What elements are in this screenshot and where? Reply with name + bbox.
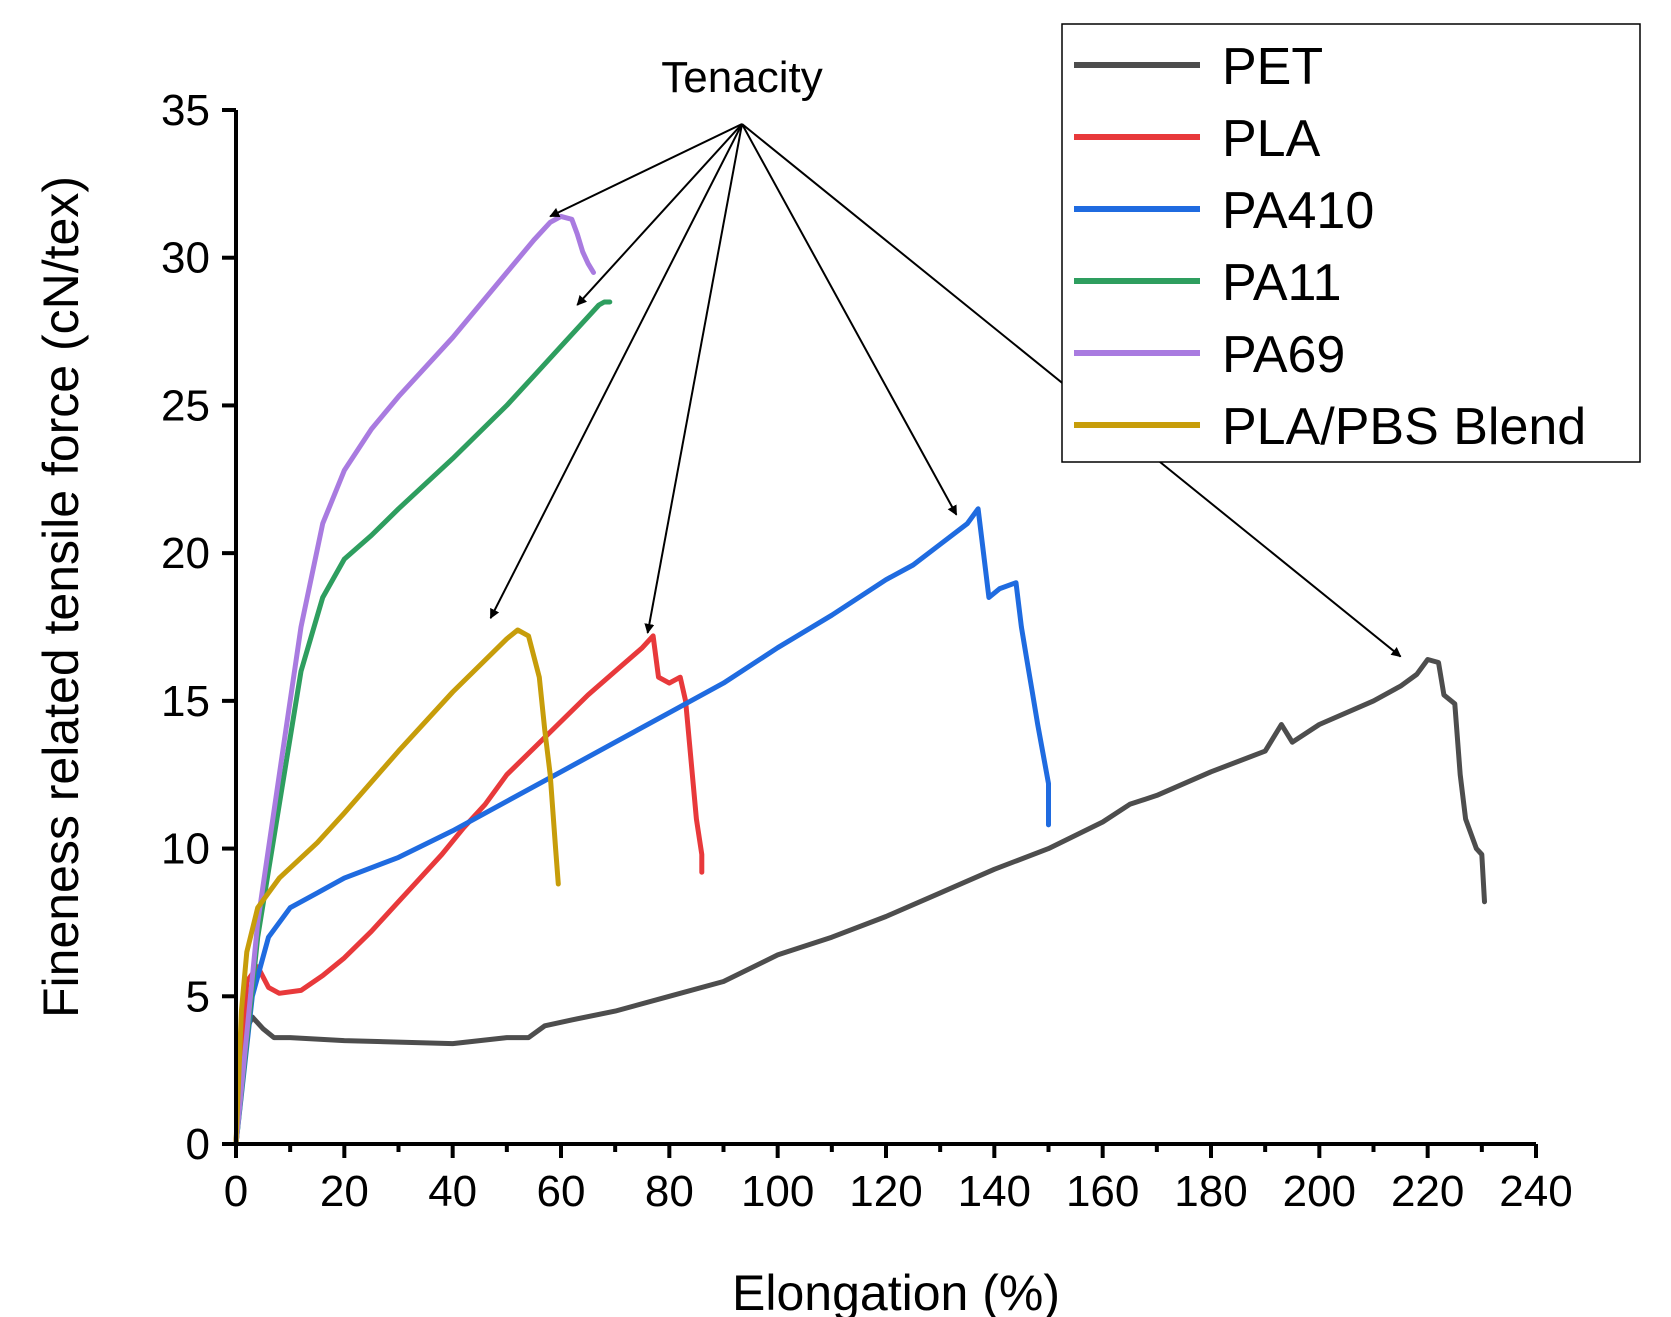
y-axis-title: Fineness related tensile force (cN/tex) <box>33 176 89 1018</box>
y-tick-label: 5 <box>186 972 210 1021</box>
y-tick-label: 25 <box>161 381 210 430</box>
x-tick-label: 40 <box>428 1167 477 1216</box>
legend-box <box>1061 23 1641 463</box>
y-tick-label: 20 <box>161 529 210 578</box>
annotation-arrow-pa11 <box>576 123 743 306</box>
x-tick-label: 220 <box>1391 1167 1464 1216</box>
series-line-pa69 <box>233 213 596 1147</box>
y-tick-label: 30 <box>161 234 210 283</box>
series-line-pet <box>233 657 1487 1147</box>
annotation-arrow-pa410 <box>741 123 958 516</box>
y-tick-label: 15 <box>161 677 210 726</box>
y-tick-label: 35 <box>161 86 210 135</box>
legend-label-pa11: PA11 <box>1222 254 1342 312</box>
legend-label-pa69: PA69 <box>1222 326 1345 384</box>
annotation-arrow-pla <box>644 123 743 634</box>
x-tick-label: 200 <box>1283 1167 1356 1216</box>
annotation-label: Tenacity <box>661 53 822 102</box>
y-tick-label: 0 <box>186 1120 210 1169</box>
axes-layer: 0 20 40 60 80 100 120 140 160 180 200 220 240 0 5 10 15 2… <box>33 86 1573 1317</box>
x-tick-label: 100 <box>741 1167 814 1216</box>
annotation-arrow-pa69 <box>549 123 743 218</box>
x-tick-label: 180 <box>1174 1167 1247 1216</box>
x-tick-label: 60 <box>537 1167 586 1216</box>
legend: PET PLA PA410 PA11 PA69 PLA/PBS Blend <box>1061 23 1641 463</box>
legend-label-pla-pbs-blend: PLA/PBS Blend <box>1222 398 1586 456</box>
x-tick-label: 0 <box>224 1167 248 1216</box>
series-line-pla-pbs-blend <box>233 627 561 1147</box>
legend-label-pa410: PA410 <box>1222 182 1374 240</box>
x-tick-label: 80 <box>645 1167 694 1216</box>
annotation-arrow-pla-pbs-blend <box>489 123 743 620</box>
x-axis-title: Elongation (%) <box>732 1265 1060 1317</box>
x-tick-label: 20 <box>320 1167 369 1216</box>
x-tick-label: 240 <box>1499 1167 1572 1216</box>
x-tick-label: 140 <box>958 1167 1031 1216</box>
series-line-pa410 <box>233 506 1051 1147</box>
legend-label-pla: PLA <box>1222 110 1321 168</box>
x-tick-label: 120 <box>849 1167 922 1216</box>
y-tick-label: 10 <box>161 825 210 874</box>
series-line-pa11 <box>233 299 613 1147</box>
x-tick-label: 160 <box>1066 1167 1139 1216</box>
series-line-pla <box>233 633 705 1147</box>
series-layer <box>233 213 1487 1147</box>
legend-label-pet: PET <box>1222 38 1323 96</box>
